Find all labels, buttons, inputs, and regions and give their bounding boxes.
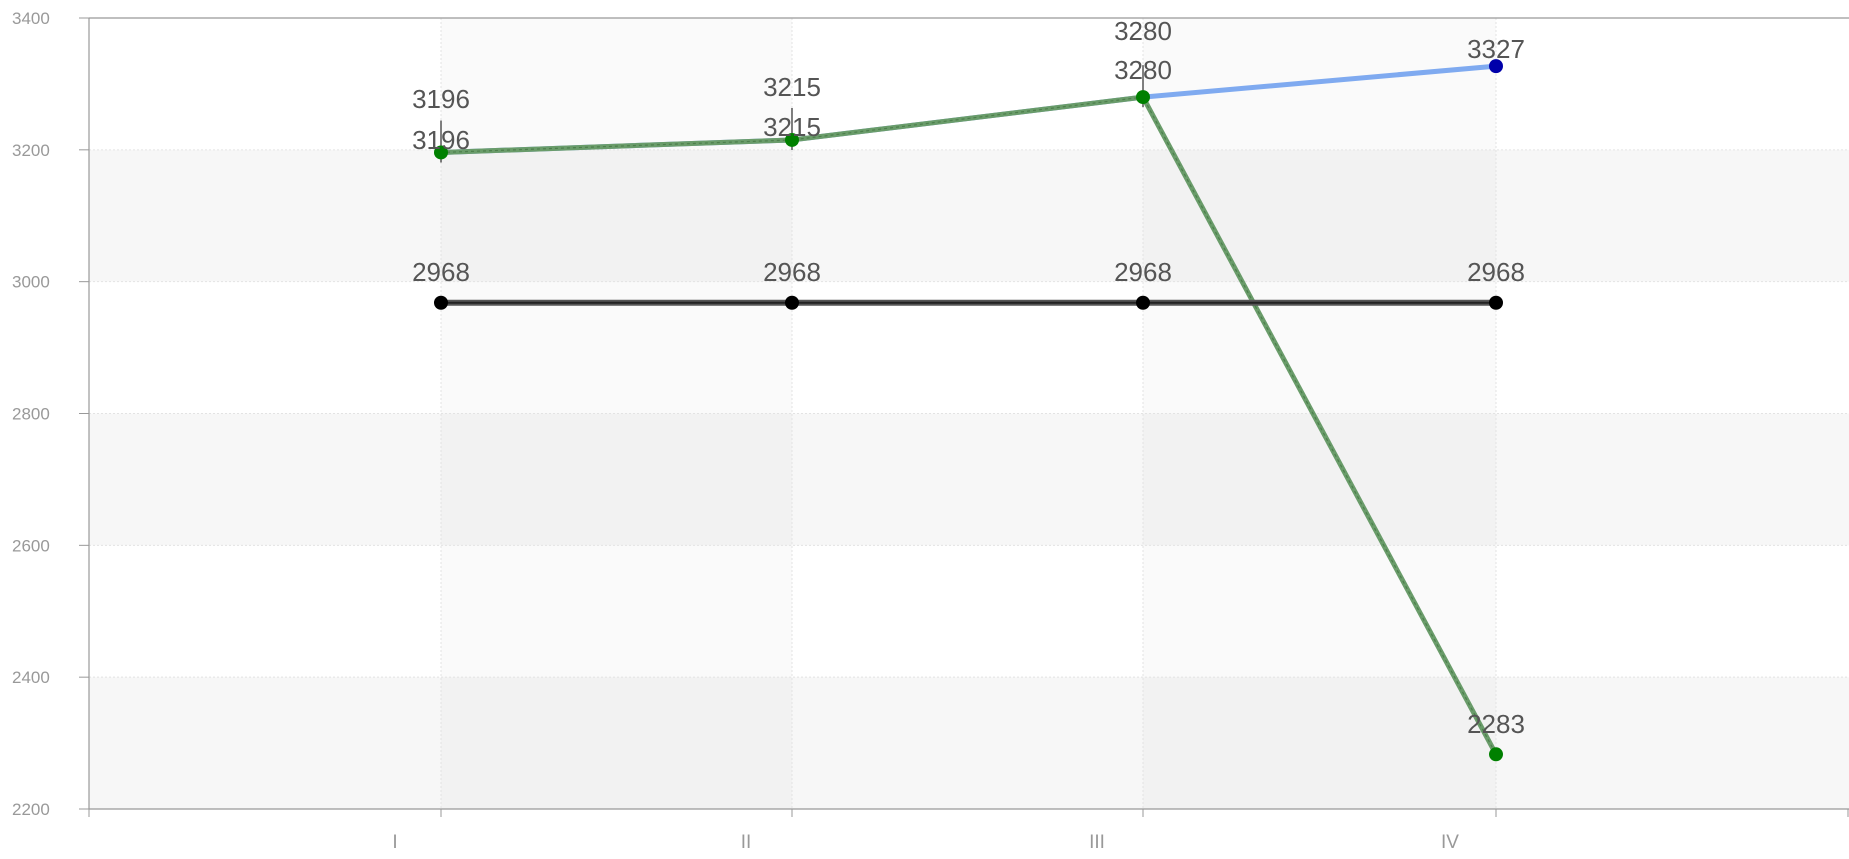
data-label-green: 3196 bbox=[412, 125, 470, 155]
data-label-blue: 3196 bbox=[412, 84, 470, 114]
data-label-black: 2968 bbox=[1114, 257, 1172, 287]
x-tick-label: IV bbox=[1441, 832, 1459, 853]
plot-band bbox=[89, 413, 1849, 546]
data-label-blue: 3327 bbox=[1467, 34, 1525, 64]
data-label-black: 2968 bbox=[763, 257, 821, 287]
point-black bbox=[1489, 295, 1503, 310]
point-blue bbox=[1489, 59, 1503, 74]
point-black bbox=[785, 295, 799, 310]
x-tick-label: I bbox=[392, 832, 397, 853]
y-tick-label: 2200 bbox=[12, 800, 50, 819]
point-green bbox=[1489, 747, 1503, 762]
data-label-blue: 3215 bbox=[763, 72, 821, 102]
plot-band bbox=[89, 18, 1849, 150]
x-axis-ticks: I II III IV bbox=[88, 809, 1849, 853]
data-points bbox=[434, 59, 1503, 762]
y-tick-label: 2400 bbox=[12, 668, 50, 687]
column-band bbox=[1143, 18, 1496, 809]
data-label-green: 3280 bbox=[1114, 55, 1172, 85]
data-labels: 3196 3215 3280 3327 3196 3215 3280 2283 2968 2968… bbox=[412, 16, 1525, 739]
data-label-black: 2968 bbox=[1467, 257, 1525, 287]
y-tick-label: 3400 bbox=[12, 9, 50, 28]
data-label-green: 3215 bbox=[763, 112, 821, 142]
point-green bbox=[434, 145, 448, 160]
data-label-blue: 3280 bbox=[1114, 16, 1172, 46]
series-line-green-dash bbox=[440, 96, 1497, 755]
y-tick-label: 2800 bbox=[12, 405, 50, 424]
plot-band bbox=[89, 545, 1849, 678]
data-label-green: 2283 bbox=[1467, 709, 1525, 739]
point-green bbox=[1136, 90, 1150, 105]
y-tick-label: 3200 bbox=[12, 141, 50, 160]
point-green bbox=[785, 132, 799, 147]
y-axis-ticks: 2200 2400 2600 2800 3000 3200 3400 bbox=[12, 9, 89, 819]
point-black bbox=[434, 295, 448, 310]
point-black bbox=[1136, 295, 1150, 310]
plot-band bbox=[89, 149, 1849, 282]
x-tick-label: III bbox=[1089, 832, 1105, 853]
y-tick-label: 2600 bbox=[12, 536, 50, 555]
x-tick-label: II bbox=[741, 832, 752, 853]
y-tick-label: 3000 bbox=[12, 273, 50, 292]
plot-band bbox=[89, 677, 1849, 809]
series-lines bbox=[440, 63, 1499, 756]
data-label-black: 2968 bbox=[412, 257, 470, 287]
